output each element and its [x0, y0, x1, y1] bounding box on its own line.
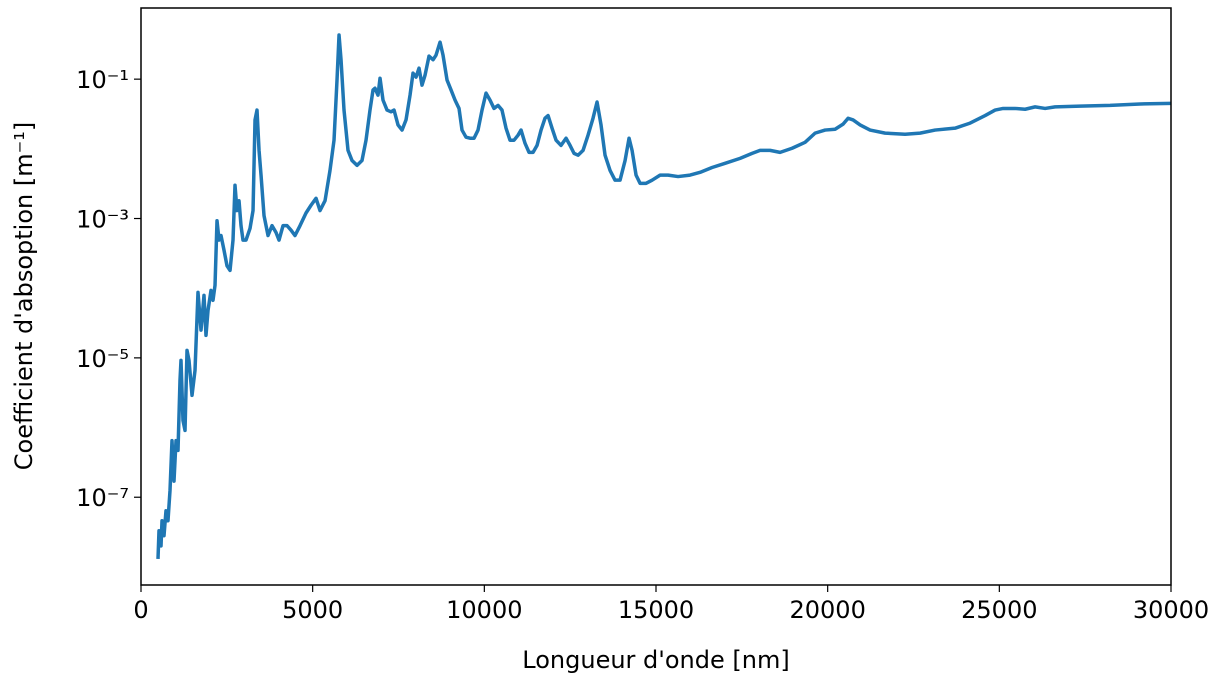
y-tick-label: 10⁻⁷ — [76, 484, 129, 512]
x-tick-label: 30000 — [1133, 596, 1209, 624]
x-tick-label: 5000 — [282, 596, 343, 624]
x-tick-label: 10000 — [446, 596, 522, 624]
y-tick-label: 10⁻⁵ — [76, 345, 129, 373]
y-tick-label: 10⁻³ — [76, 206, 129, 234]
x-tick-label: 15000 — [618, 596, 694, 624]
x-tick-label: 0 — [133, 596, 148, 624]
x-axis-label: Longueur d'onde [nm] — [522, 646, 789, 674]
x-tick-label: 20000 — [789, 596, 865, 624]
y-tick-label: 10⁻¹ — [76, 66, 129, 94]
data-line — [156, 33, 1172, 560]
y-axis-label: Coefficient d'absoption [m⁻¹] — [10, 122, 38, 470]
plot-frame — [140, 7, 1172, 586]
x-tick-label: 25000 — [961, 596, 1037, 624]
